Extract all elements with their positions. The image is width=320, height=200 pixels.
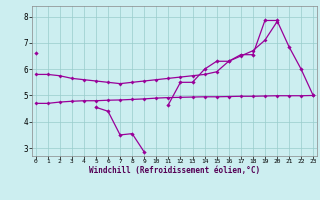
X-axis label: Windchill (Refroidissement éolien,°C): Windchill (Refroidissement éolien,°C) bbox=[89, 166, 260, 175]
